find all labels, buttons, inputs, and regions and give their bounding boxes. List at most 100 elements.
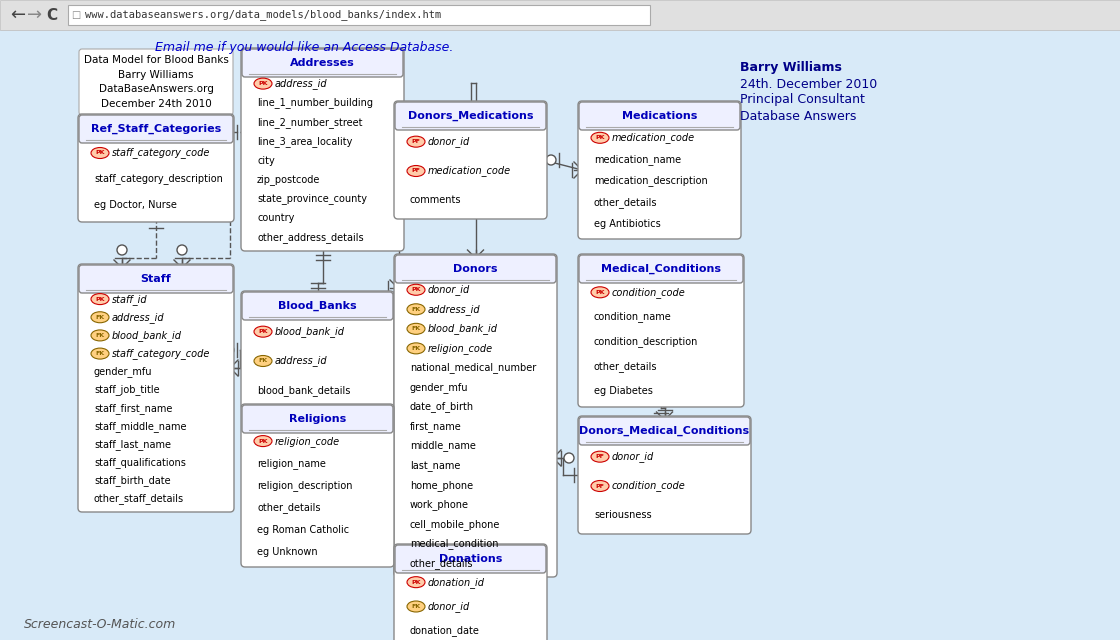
Text: FK: FK <box>95 315 104 320</box>
Text: medication_code: medication_code <box>612 132 696 143</box>
Text: PF: PF <box>411 139 420 144</box>
Text: PK: PK <box>259 329 268 334</box>
Text: staff_job_title: staff_job_title <box>94 385 160 396</box>
FancyBboxPatch shape <box>395 545 547 573</box>
Ellipse shape <box>591 451 609 462</box>
Text: cell_mobile_phone: cell_mobile_phone <box>410 518 501 530</box>
Text: FK: FK <box>411 604 421 609</box>
FancyBboxPatch shape <box>394 101 547 219</box>
Text: FK: FK <box>95 351 104 356</box>
Text: line_3_area_locality: line_3_area_locality <box>256 136 353 147</box>
Text: Donations: Donations <box>439 554 502 564</box>
Text: blood_bank_id: blood_bank_id <box>276 326 345 337</box>
Text: donor_id: donor_id <box>612 451 654 462</box>
FancyBboxPatch shape <box>242 405 393 433</box>
FancyBboxPatch shape <box>78 264 234 512</box>
Text: other_staff_details: other_staff_details <box>94 493 184 504</box>
Text: donor_id: donor_id <box>428 284 470 295</box>
Text: eg Doctor, Nurse: eg Doctor, Nurse <box>94 200 177 210</box>
Ellipse shape <box>407 601 424 612</box>
Text: other_details: other_details <box>410 558 474 569</box>
Text: staff_category_code: staff_category_code <box>112 148 211 159</box>
Text: PK: PK <box>95 150 105 156</box>
Bar <box>0 0 1120 30</box>
FancyBboxPatch shape <box>578 101 741 239</box>
Text: 24th. December 2010: 24th. December 2010 <box>740 77 877 90</box>
Text: medical_condition: medical_condition <box>410 538 498 549</box>
Text: blood_bank_id: blood_bank_id <box>428 323 498 334</box>
Ellipse shape <box>91 312 109 323</box>
Circle shape <box>224 345 234 355</box>
Text: medication_name: medication_name <box>594 154 681 165</box>
Text: staff_last_name: staff_last_name <box>94 439 171 450</box>
Ellipse shape <box>254 436 272 447</box>
FancyBboxPatch shape <box>241 404 394 567</box>
Text: national_medical_number: national_medical_number <box>410 362 536 373</box>
Text: religion_code: religion_code <box>276 436 340 447</box>
Text: Addresses: Addresses <box>290 58 355 68</box>
Ellipse shape <box>91 147 109 159</box>
Ellipse shape <box>254 78 272 89</box>
Text: FK: FK <box>411 326 421 332</box>
Ellipse shape <box>407 136 424 147</box>
Text: medication_description: medication_description <box>594 175 708 186</box>
Ellipse shape <box>591 481 609 492</box>
Text: donation_date: donation_date <box>410 625 479 636</box>
Text: FK: FK <box>95 333 104 338</box>
Text: □: □ <box>72 10 81 20</box>
Text: FK: FK <box>411 346 421 351</box>
Text: Donors: Donors <box>454 264 497 274</box>
Text: blood_bank_id: blood_bank_id <box>112 330 181 341</box>
Text: staff_category_code: staff_category_code <box>112 348 211 359</box>
Text: home_phone: home_phone <box>410 479 473 490</box>
Text: Email me if you would like an Access Database.: Email me if you would like an Access Dat… <box>155 40 454 54</box>
Ellipse shape <box>407 284 424 295</box>
Text: staff_first_name: staff_first_name <box>94 403 172 413</box>
Ellipse shape <box>407 343 424 354</box>
Text: condition_code: condition_code <box>612 481 685 492</box>
Text: Donors_Medical_Conditions: Donors_Medical_Conditions <box>579 426 749 436</box>
Text: PK: PK <box>595 290 605 295</box>
Text: other_details: other_details <box>594 197 657 208</box>
Text: first_name: first_name <box>410 421 461 432</box>
Circle shape <box>116 245 127 255</box>
Text: address_id: address_id <box>276 78 328 89</box>
FancyBboxPatch shape <box>395 255 556 283</box>
Text: PF: PF <box>596 483 605 488</box>
Text: other_address_details: other_address_details <box>256 232 364 243</box>
Text: Principal Consultant: Principal Consultant <box>740 93 865 106</box>
Text: Religions: Religions <box>289 414 346 424</box>
Ellipse shape <box>407 323 424 334</box>
Circle shape <box>177 245 187 255</box>
Text: gender_mfu: gender_mfu <box>94 366 152 377</box>
Ellipse shape <box>254 326 272 337</box>
Ellipse shape <box>591 132 609 143</box>
Ellipse shape <box>91 294 109 305</box>
Text: PF: PF <box>596 454 605 459</box>
Text: work_phone: work_phone <box>410 499 469 510</box>
Text: other_details: other_details <box>256 502 320 513</box>
Ellipse shape <box>407 304 424 315</box>
FancyBboxPatch shape <box>241 48 404 251</box>
FancyBboxPatch shape <box>578 254 744 407</box>
Text: zip_postcode: zip_postcode <box>256 174 320 185</box>
FancyBboxPatch shape <box>242 292 393 320</box>
FancyBboxPatch shape <box>394 544 547 640</box>
FancyBboxPatch shape <box>394 254 557 577</box>
Text: line_1_number_building: line_1_number_building <box>256 97 373 108</box>
Text: PK: PK <box>411 580 421 585</box>
Ellipse shape <box>591 287 609 298</box>
Text: FK: FK <box>411 307 421 312</box>
FancyBboxPatch shape <box>80 49 233 115</box>
Text: Database Answers: Database Answers <box>740 109 857 122</box>
FancyBboxPatch shape <box>395 102 547 130</box>
Text: address_id: address_id <box>112 312 165 323</box>
Ellipse shape <box>407 577 424 588</box>
Text: condition_description: condition_description <box>594 336 699 347</box>
Text: Ref_Staff_Categories: Ref_Staff_Categories <box>91 124 221 134</box>
Text: →: → <box>27 6 43 24</box>
Circle shape <box>564 453 573 463</box>
Text: eg Roman Catholic: eg Roman Catholic <box>256 525 349 535</box>
Text: FK: FK <box>259 358 268 364</box>
FancyBboxPatch shape <box>578 416 752 534</box>
